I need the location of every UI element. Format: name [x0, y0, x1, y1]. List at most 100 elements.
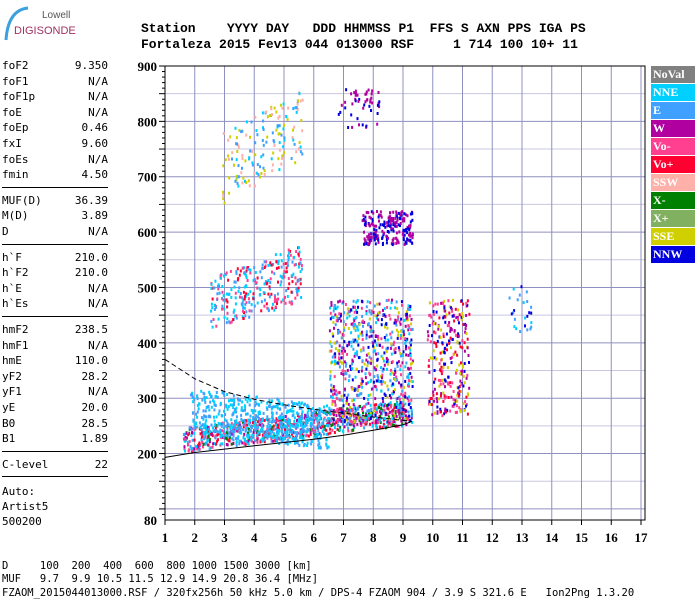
echo-point [357, 412, 360, 416]
echo-point [512, 287, 515, 291]
echo-point [458, 385, 461, 388]
echo-point [255, 129, 258, 133]
echo-point [389, 346, 392, 350]
echo-point [350, 308, 353, 312]
legend-item-ssw: SSW [651, 174, 695, 191]
param-name: foE [2, 105, 22, 119]
echo-point [340, 356, 343, 360]
echo-point [248, 433, 251, 437]
param-value: N/A [88, 297, 108, 311]
echo-point [377, 240, 380, 244]
echo-point [210, 282, 213, 286]
echo-point [271, 418, 274, 422]
echo-point [318, 411, 321, 415]
echo-point [224, 413, 227, 416]
param-row: foEs N/A [2, 152, 108, 167]
echo-point [383, 231, 385, 235]
echo-point [398, 395, 401, 399]
echo-point [346, 312, 349, 316]
echo-point [252, 411, 255, 415]
echo-point [199, 432, 202, 436]
echo-point [301, 412, 304, 416]
echo-point [240, 171, 243, 175]
echo-point [275, 128, 278, 132]
echo-point [405, 344, 408, 348]
echo-point [204, 435, 207, 439]
echo-point [289, 253, 292, 257]
echo-point [286, 442, 289, 446]
echo-point [276, 419, 279, 423]
echo-point [189, 444, 192, 448]
echo-point [377, 238, 380, 242]
echo-point [365, 416, 368, 420]
param-value: N/A [88, 90, 108, 104]
echo-point [312, 411, 315, 415]
echo-point [355, 367, 358, 371]
echo-point [234, 126, 237, 130]
echo-point [346, 411, 349, 415]
echo-point [449, 346, 452, 350]
echo-point [366, 364, 369, 368]
echo-point [224, 403, 227, 407]
echo-point [260, 309, 263, 313]
echo-point [394, 350, 397, 354]
echo-point [338, 360, 341, 364]
echo-point [349, 364, 352, 368]
echo-point [193, 449, 196, 453]
echo-point [450, 395, 453, 399]
echo-point [301, 416, 304, 420]
echo-point [330, 349, 333, 353]
legend-item-w: W [651, 120, 695, 137]
echo-point [396, 318, 399, 322]
echo-point [254, 422, 257, 426]
echo-point [352, 299, 355, 303]
echo-point [283, 424, 286, 427]
echo-point [404, 347, 407, 351]
echo-point [391, 417, 394, 421]
echo-point [341, 369, 344, 373]
echo-point [198, 402, 201, 406]
echo-point [455, 404, 458, 408]
echo-point [233, 398, 235, 402]
echo-point [272, 424, 275, 428]
echo-point [270, 292, 273, 296]
echo-point [193, 397, 196, 401]
echo-point [400, 412, 403, 416]
echo-point [386, 221, 389, 225]
echo-point [526, 314, 529, 318]
echo-point [226, 432, 229, 436]
echo-point [287, 258, 290, 262]
echo-point [280, 437, 283, 441]
echo-point [283, 275, 286, 279]
echo-point [410, 328, 413, 332]
echo-point [390, 405, 392, 409]
echo-point [463, 409, 466, 413]
echo-point [441, 378, 444, 382]
echo-point [407, 328, 410, 332]
echo-point [294, 282, 297, 286]
echo-point [370, 312, 373, 316]
echo-point [354, 317, 357, 321]
echo-point [325, 428, 328, 432]
echo-point [395, 210, 398, 214]
echo-point [370, 236, 373, 240]
echo-point [331, 417, 334, 421]
echo-point [255, 281, 258, 285]
echo-point [348, 340, 351, 344]
echo-point [460, 390, 462, 393]
echo-point [347, 379, 350, 383]
echo-point [197, 445, 200, 449]
echo-point [362, 415, 365, 419]
echo-point [196, 404, 199, 407]
echo-point [358, 393, 361, 397]
echo-point [357, 416, 360, 420]
echo-point [229, 425, 232, 429]
echo-point [319, 433, 322, 437]
echo-point [343, 393, 346, 397]
echo-point [379, 223, 382, 227]
echo-point [395, 405, 398, 409]
echo-point [385, 241, 388, 245]
echo-point [270, 263, 273, 267]
echo-point [338, 352, 341, 356]
echo-point [363, 237, 366, 241]
